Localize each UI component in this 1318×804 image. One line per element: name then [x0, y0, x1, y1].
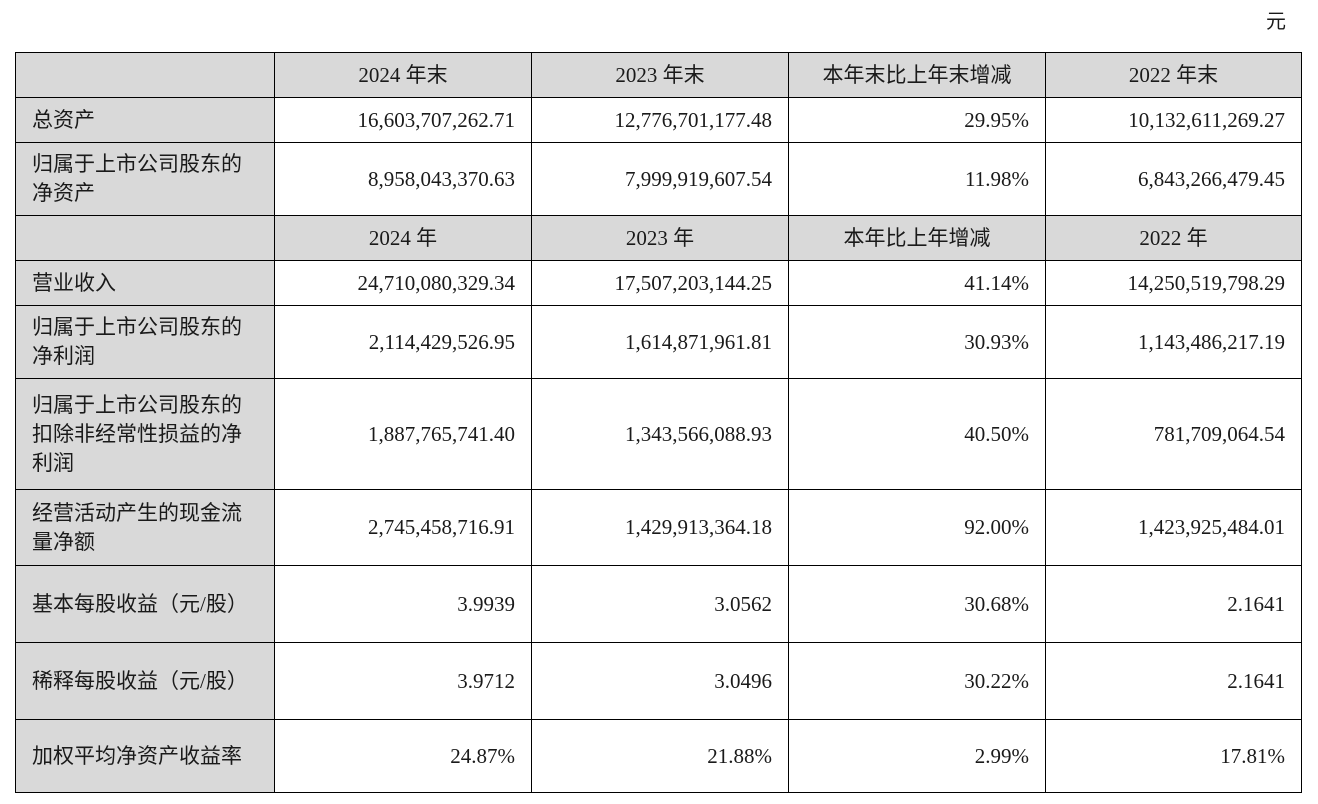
- cell-value: 40.50%: [788, 378, 1046, 490]
- table-row: 归属于上市公司股东的扣除非经常性损益的净利润 1,887,765,741.40 …: [15, 378, 1302, 490]
- header-corner-cell: [15, 52, 275, 98]
- cell-value: 30.68%: [788, 565, 1046, 643]
- table-row: 总资产 16,603,707,262.71 12,776,701,177.48 …: [15, 97, 1302, 143]
- cell-value: 1,887,765,741.40: [274, 378, 532, 490]
- cell-value: 41.14%: [788, 260, 1046, 306]
- cell-value: 10,132,611,269.27: [1045, 97, 1302, 143]
- table-row: 归属于上市公司股东的净利润 2,114,429,526.95 1,614,871…: [15, 305, 1302, 379]
- cell-value: 8,958,043,370.63: [274, 142, 532, 216]
- table-row: 归属于上市公司股东的净资产 8,958,043,370.63 7,999,919…: [15, 142, 1302, 216]
- cell-value: 1,614,871,961.81: [531, 305, 789, 379]
- cell-value: 3.0562: [531, 565, 789, 643]
- cell-value: 21.88%: [531, 719, 789, 793]
- header-row-balance: 2024 年末 2023 年末 本年末比上年末增减 2022 年末: [15, 52, 1302, 98]
- cell-value: 11.98%: [788, 142, 1046, 216]
- cell-value: 2.1641: [1045, 565, 1302, 643]
- cell-value: 1,423,925,484.01: [1045, 489, 1302, 566]
- row-label: 基本每股收益（元/股）: [15, 565, 275, 643]
- column-header: 2023 年: [531, 215, 789, 261]
- cell-value: 3.9712: [274, 642, 532, 720]
- row-label: 归属于上市公司股东的净利润: [15, 305, 275, 379]
- cell-value: 14,250,519,798.29: [1045, 260, 1302, 306]
- column-header: 2024 年末: [274, 52, 532, 98]
- row-label: 归属于上市公司股东的扣除非经常性损益的净利润: [15, 378, 275, 490]
- cell-value: 2,114,429,526.95: [274, 305, 532, 379]
- cell-value: 24,710,080,329.34: [274, 260, 532, 306]
- row-label: 总资产: [15, 97, 275, 143]
- financial-indicators-table: 2024 年末 2023 年末 本年末比上年末增减 2022 年末 总资产 16…: [15, 52, 1302, 793]
- cell-value: 2.1641: [1045, 642, 1302, 720]
- cell-value: 1,343,566,088.93: [531, 378, 789, 490]
- cell-value: 7,999,919,607.54: [531, 142, 789, 216]
- row-label: 营业收入: [15, 260, 275, 306]
- table-row: 经营活动产生的现金流量净额 2,745,458,716.91 1,429,913…: [15, 489, 1302, 566]
- row-label: 加权平均净资产收益率: [15, 719, 275, 793]
- cell-value: 3.9939: [274, 565, 532, 643]
- header-row-income: 2024 年 2023 年 本年比上年增减 2022 年: [15, 215, 1302, 261]
- header-corner-cell: [15, 215, 275, 261]
- cell-value: 30.22%: [788, 642, 1046, 720]
- table-row: 加权平均净资产收益率 24.87% 21.88% 2.99% 17.81%: [15, 719, 1302, 793]
- table-row: 稀释每股收益（元/股） 3.9712 3.0496 30.22% 2.1641: [15, 642, 1302, 720]
- cell-value: 17.81%: [1045, 719, 1302, 793]
- column-header: 2022 年: [1045, 215, 1302, 261]
- cell-value: 2,745,458,716.91: [274, 489, 532, 566]
- row-label: 归属于上市公司股东的净资产: [15, 142, 275, 216]
- cell-value: 24.87%: [274, 719, 532, 793]
- column-header: 2023 年末: [531, 52, 789, 98]
- column-header: 本年末比上年末增减: [788, 52, 1046, 98]
- column-header: 2024 年: [274, 215, 532, 261]
- cell-value: 29.95%: [788, 97, 1046, 143]
- column-header: 2022 年末: [1045, 52, 1302, 98]
- cell-value: 92.00%: [788, 489, 1046, 566]
- cell-value: 1,143,486,217.19: [1045, 305, 1302, 379]
- cell-value: 1,429,913,364.18: [531, 489, 789, 566]
- cell-value: 12,776,701,177.48: [531, 97, 789, 143]
- column-header: 本年比上年增减: [788, 215, 1046, 261]
- cell-value: 781,709,064.54: [1045, 378, 1302, 490]
- row-label: 经营活动产生的现金流量净额: [15, 489, 275, 566]
- unit-label: 元: [1266, 11, 1286, 33]
- cell-value: 2.99%: [788, 719, 1046, 793]
- cell-value: 16,603,707,262.71: [274, 97, 532, 143]
- table-row: 基本每股收益（元/股） 3.9939 3.0562 30.68% 2.1641: [15, 565, 1302, 643]
- row-label: 稀释每股收益（元/股）: [15, 642, 275, 720]
- cell-value: 30.93%: [788, 305, 1046, 379]
- table-row: 营业收入 24,710,080,329.34 17,507,203,144.25…: [15, 260, 1302, 306]
- cell-value: 17,507,203,144.25: [531, 260, 789, 306]
- cell-value: 6,843,266,479.45: [1045, 142, 1302, 216]
- cell-value: 3.0496: [531, 642, 789, 720]
